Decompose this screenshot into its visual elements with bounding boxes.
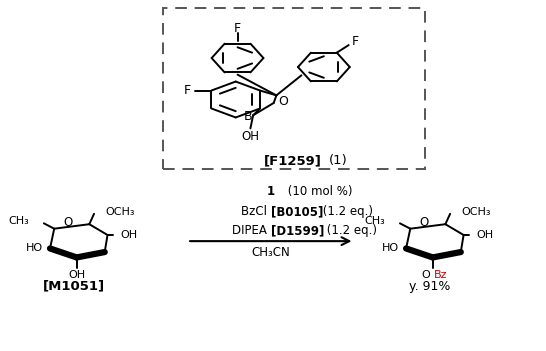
Text: [B0105]: [B0105] <box>271 205 323 218</box>
Text: HO: HO <box>26 244 43 253</box>
Text: OH: OH <box>241 130 259 143</box>
Text: O: O <box>278 95 288 108</box>
Text: (10 mol %): (10 mol %) <box>284 185 353 198</box>
Text: (1.2 eq.): (1.2 eq.) <box>323 224 377 237</box>
Text: (1): (1) <box>329 154 348 167</box>
Text: HO: HO <box>382 244 399 253</box>
Text: F: F <box>234 22 241 35</box>
Text: OH: OH <box>120 230 137 240</box>
Text: O: O <box>421 270 430 279</box>
Text: OCH₃: OCH₃ <box>461 207 491 217</box>
Text: O: O <box>419 216 428 229</box>
Text: OH: OH <box>476 230 494 240</box>
Text: y. 91%: y. 91% <box>410 279 450 292</box>
Text: OCH₃: OCH₃ <box>105 207 135 217</box>
Text: [F1259]: [F1259] <box>263 154 321 167</box>
Text: [M1051]: [M1051] <box>43 279 105 292</box>
Text: F: F <box>352 35 359 48</box>
Text: OH: OH <box>68 270 85 279</box>
Text: CH₃: CH₃ <box>364 216 385 226</box>
Text: F: F <box>183 84 191 97</box>
Text: 1: 1 <box>266 185 275 198</box>
Text: B: B <box>244 110 252 123</box>
Text: O: O <box>63 216 72 229</box>
Text: CH₃: CH₃ <box>8 216 29 226</box>
Text: Bz: Bz <box>434 270 448 279</box>
Text: [D1599]: [D1599] <box>271 224 324 237</box>
Text: DIPEA: DIPEA <box>232 224 271 237</box>
Text: BzCl: BzCl <box>241 205 271 218</box>
Text: (1.2 eq.): (1.2 eq.) <box>319 205 373 218</box>
Text: CH₃CN: CH₃CN <box>251 246 290 259</box>
